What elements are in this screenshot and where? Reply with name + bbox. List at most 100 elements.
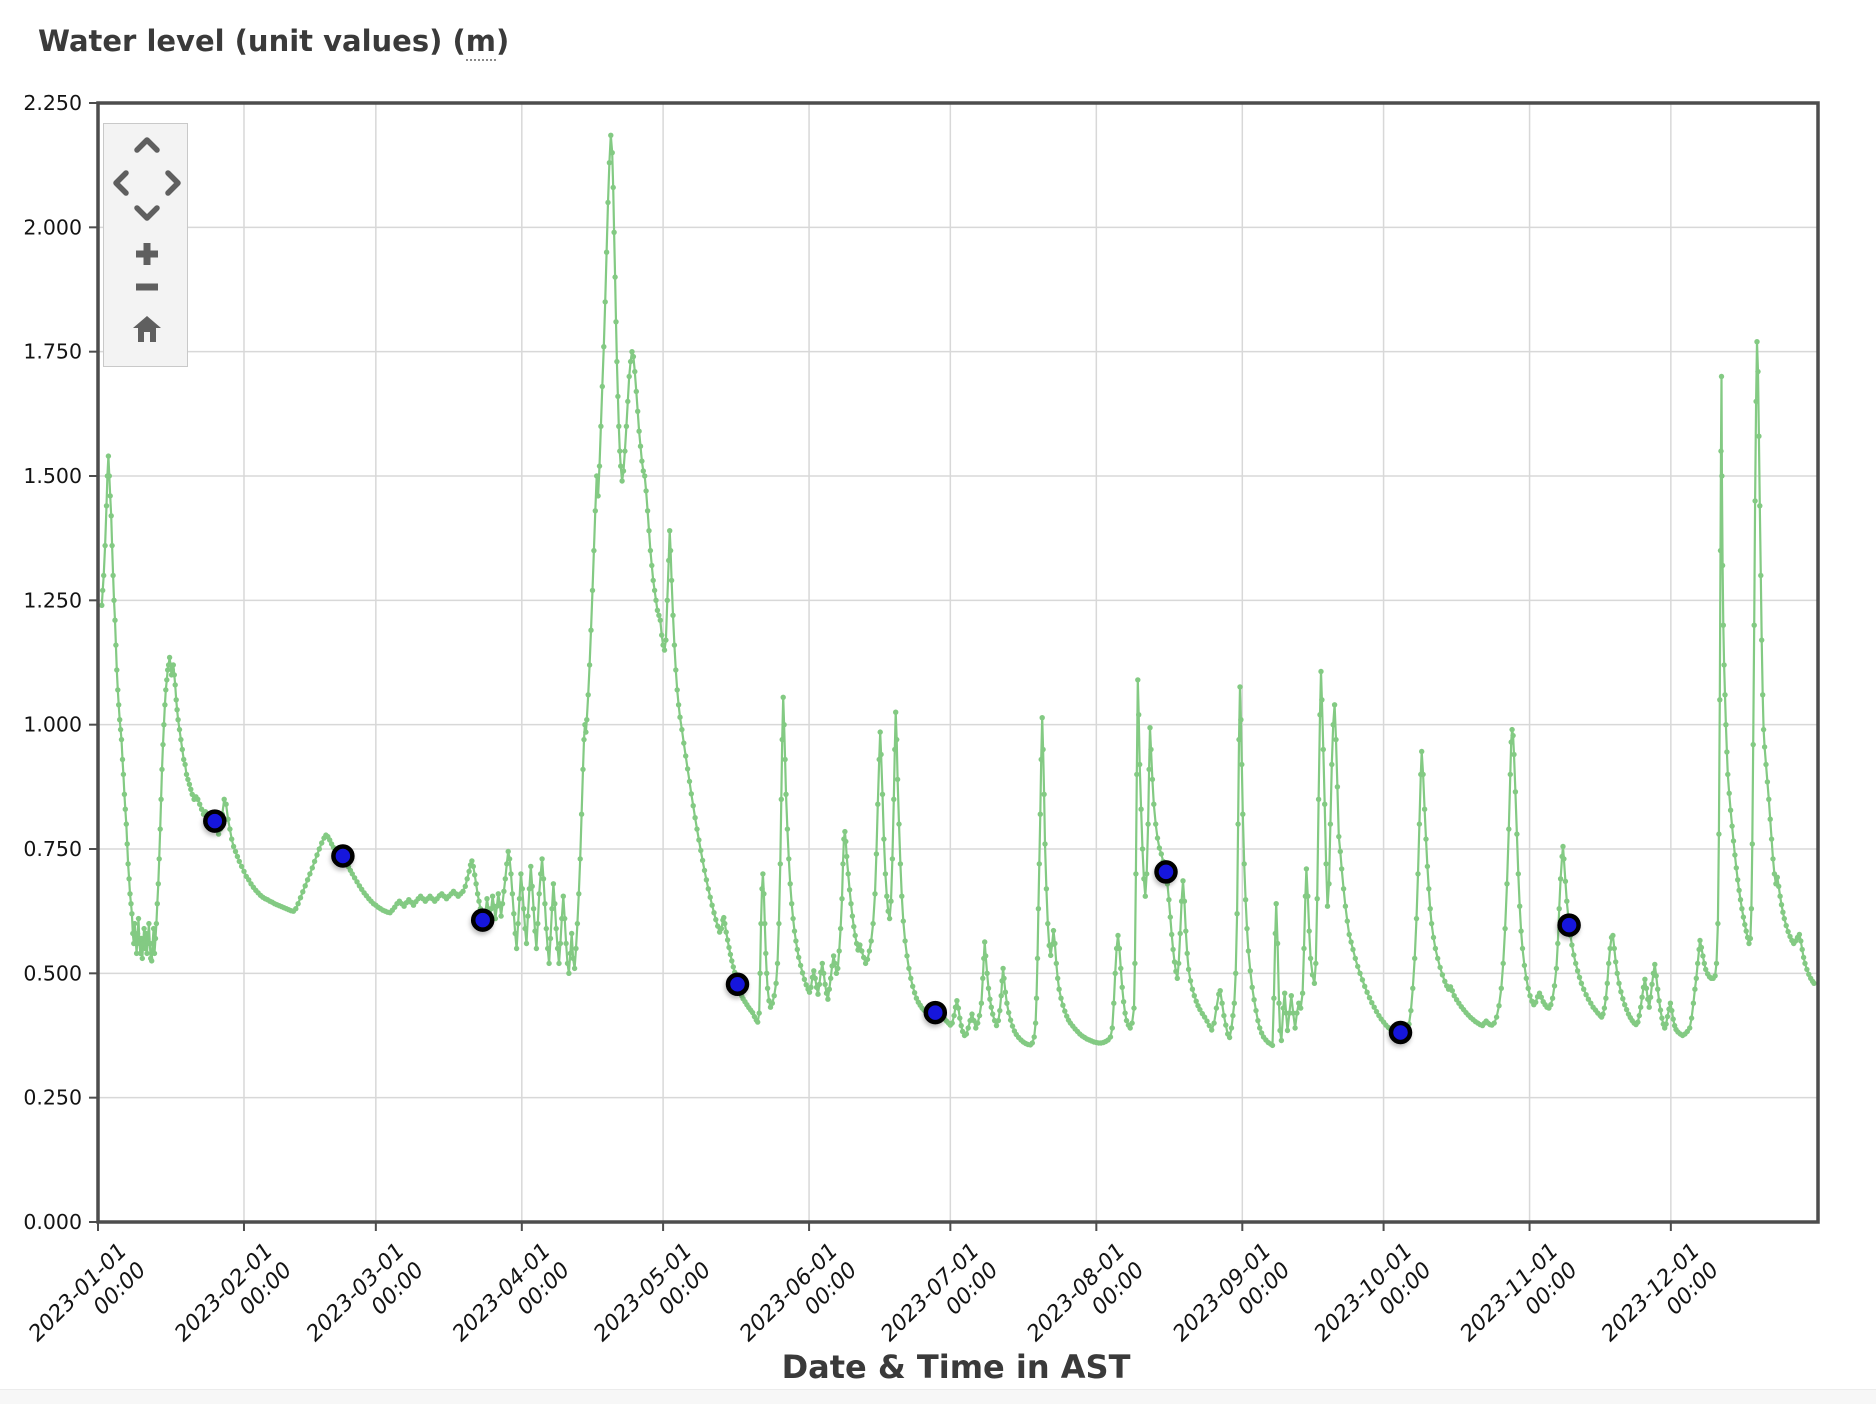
series-point xyxy=(1553,965,1560,972)
series-point xyxy=(1736,887,1742,893)
observation-marker[interactable] xyxy=(725,972,750,997)
series-point xyxy=(1432,945,1439,952)
series-point xyxy=(582,722,588,728)
series-point xyxy=(779,736,785,743)
series-point xyxy=(508,871,514,877)
series-point xyxy=(816,981,823,987)
pan-down-button[interactable] xyxy=(132,202,162,224)
series-point xyxy=(835,965,841,972)
series-point xyxy=(892,746,898,753)
series-point xyxy=(567,950,573,957)
series-point xyxy=(1318,668,1324,675)
series-point xyxy=(1507,771,1514,778)
series-point xyxy=(998,993,1004,999)
series-point xyxy=(1657,1007,1664,1013)
series-point xyxy=(1311,980,1318,986)
series-point xyxy=(133,935,139,942)
series-point xyxy=(1428,920,1435,927)
observation-marker[interactable] xyxy=(203,809,227,833)
observation-marker[interactable] xyxy=(1557,913,1581,937)
pan-up-button[interactable] xyxy=(132,134,162,156)
series-point xyxy=(637,443,644,449)
series-point xyxy=(460,888,466,894)
observation-marker[interactable] xyxy=(470,908,495,932)
series-point xyxy=(1420,771,1426,778)
series-point xyxy=(1778,902,1785,908)
series-point xyxy=(1688,1015,1695,1021)
series-point xyxy=(1614,970,1620,976)
series-point xyxy=(1763,761,1769,768)
series-point xyxy=(1687,1025,1693,1031)
series-point xyxy=(1173,968,1179,974)
series-point xyxy=(1451,993,1457,999)
series-point xyxy=(1656,998,1662,1004)
series-point xyxy=(815,991,821,997)
series-point xyxy=(790,915,796,922)
series-point xyxy=(1573,960,1579,967)
observation-marker[interactable] xyxy=(923,1000,948,1025)
observation-marker[interactable] xyxy=(1154,860,1178,884)
series-point xyxy=(142,945,148,952)
series-point xyxy=(1348,939,1354,945)
zoom-in-button[interactable] xyxy=(132,240,162,268)
series-point xyxy=(801,976,808,982)
zoom-out-button[interactable] xyxy=(133,280,161,294)
series-point xyxy=(129,911,135,917)
series-point xyxy=(121,791,128,797)
series-point xyxy=(1309,972,1316,978)
observation-marker[interactable] xyxy=(331,844,355,868)
series-point xyxy=(1437,964,1443,971)
series-point xyxy=(606,160,613,166)
series-point xyxy=(639,458,645,464)
series-point xyxy=(667,547,674,554)
chevron-down-icon xyxy=(134,205,160,221)
series-point xyxy=(1616,980,1622,986)
series-point xyxy=(160,741,166,748)
y-tick-label: 0.250 xyxy=(23,1086,82,1110)
chevron-up-icon xyxy=(134,137,160,153)
series-point xyxy=(1324,903,1331,909)
series-point xyxy=(718,925,725,932)
series-point xyxy=(906,965,912,972)
series-point xyxy=(1007,1017,1014,1023)
series-point xyxy=(1286,1010,1293,1016)
series-point xyxy=(1430,934,1437,941)
series-point xyxy=(1032,1020,1039,1026)
pan-left-button[interactable] xyxy=(110,168,132,198)
series-point xyxy=(690,803,696,809)
series-point xyxy=(832,960,838,967)
series-point xyxy=(617,448,623,454)
series-point xyxy=(1642,976,1648,982)
series-point xyxy=(307,871,313,877)
series-point xyxy=(137,950,144,957)
series-point xyxy=(612,274,618,280)
series-point xyxy=(1761,744,1768,750)
series-point xyxy=(761,891,767,897)
series-point xyxy=(1317,712,1323,718)
series-point xyxy=(1723,722,1729,728)
series-point xyxy=(1749,841,1756,847)
series-point xyxy=(1366,995,1373,1001)
series-point xyxy=(613,319,619,325)
series-point xyxy=(1122,1010,1128,1016)
series-point xyxy=(327,837,333,843)
series-point xyxy=(982,939,988,945)
series-point xyxy=(701,867,708,874)
observation-marker[interactable] xyxy=(1388,1020,1413,1045)
series-point xyxy=(1221,1012,1227,1019)
series-point xyxy=(611,229,617,235)
series-point xyxy=(699,857,706,864)
series-point xyxy=(583,729,589,735)
home-button[interactable] xyxy=(131,314,163,344)
series-point xyxy=(684,766,691,772)
title-unit-abbr[interactable]: m xyxy=(465,24,496,61)
series-point xyxy=(1770,856,1776,862)
series-point xyxy=(1551,983,1558,989)
series-point xyxy=(868,938,874,944)
series-point xyxy=(724,937,731,943)
pan-right-button[interactable] xyxy=(162,168,184,198)
series-point xyxy=(908,975,914,981)
series-point xyxy=(122,806,128,812)
series-point xyxy=(562,915,568,922)
